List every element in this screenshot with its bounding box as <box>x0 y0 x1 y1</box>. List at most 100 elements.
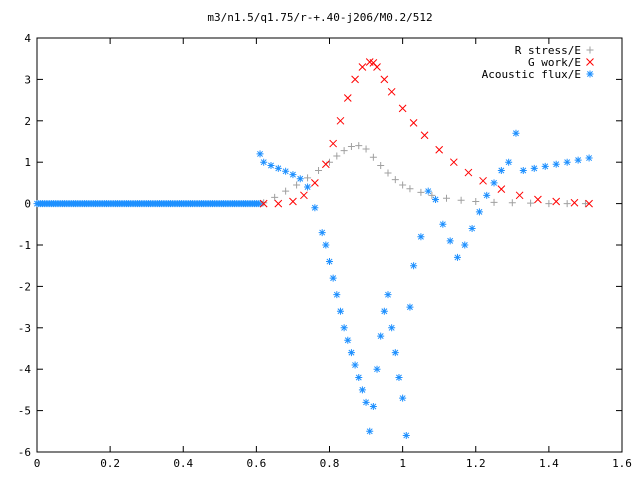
acoustic-flux-e-point <box>475 208 483 216</box>
g-work-e-point <box>387 87 396 96</box>
legend-marker <box>586 46 594 54</box>
r-stress-e-point <box>377 162 385 170</box>
r-stress-e-point <box>472 198 480 206</box>
acoustic-flux-e-point <box>267 162 275 170</box>
acoustic-flux-e-point <box>453 253 461 261</box>
acoustic-flux-e-point <box>391 349 399 357</box>
acoustic-flux-e-point <box>329 274 337 282</box>
g-work-e-point <box>552 197 561 206</box>
g-work-e-point <box>289 197 297 206</box>
series-r-stress-e <box>260 142 589 208</box>
legend-label: Acoustic flux/E <box>482 68 581 81</box>
acoustic-flux-e-point <box>274 164 282 172</box>
g-work-e-point <box>259 199 268 208</box>
g-work-e-point <box>497 185 506 193</box>
x-tick-label: 1.2 <box>466 457 486 470</box>
legend-marker <box>586 70 594 78</box>
r-stress-e-point <box>347 142 355 150</box>
acoustic-flux-e-point <box>432 195 440 203</box>
acoustic-flux-e-point <box>530 164 538 172</box>
acoustic-flux-e-point <box>505 158 513 166</box>
r-stress-e-point <box>391 176 399 184</box>
acoustic-flux-e-point <box>406 303 414 311</box>
x-tick-label: 0.4 <box>173 457 193 470</box>
x-tick-label: 0.6 <box>246 457 266 470</box>
legend-label: G work/E <box>528 56 581 69</box>
series-layer <box>33 58 593 439</box>
acoustic-flux-e-point <box>347 349 355 357</box>
x-tick-label: 1.6 <box>612 457 632 470</box>
y-tick-label: -5 <box>18 405 31 418</box>
r-stress-e-point <box>399 181 407 189</box>
y-tick-label: 0 <box>24 198 31 211</box>
acoustic-flux-e-point <box>256 150 264 158</box>
x-tick-label: 0.8 <box>320 457 340 470</box>
acoustic-flux-e-point <box>260 158 268 166</box>
x-tick-label: 0.2 <box>100 457 120 470</box>
g-work-e-point <box>570 198 579 207</box>
r-stress-e-point <box>369 153 377 161</box>
g-work-e-point <box>343 94 352 102</box>
chart-title: m3/n1.5/q1.75/r-+.40-j206/M0.2/512 <box>207 11 432 24</box>
y-tick-label: -1 <box>18 239 31 252</box>
acoustic-flux-e-point <box>355 373 363 381</box>
g-work-e-point <box>274 199 283 208</box>
acoustic-flux-e-point <box>326 258 333 266</box>
acoustic-flux-e-point <box>296 175 304 183</box>
acoustic-flux-e-point <box>483 191 491 199</box>
g-work-e-point <box>585 199 593 208</box>
g-work-e-point <box>336 116 345 125</box>
acoustic-flux-e-point <box>402 431 410 439</box>
acoustic-flux-e-point <box>512 129 520 137</box>
r-stress-e-point <box>527 199 535 207</box>
acoustic-flux-baseline <box>33 200 264 208</box>
y-tick-label: -4 <box>18 363 32 376</box>
acoustic-flux-e-point <box>369 402 377 410</box>
acoustic-flux-point <box>256 200 264 208</box>
r-stress-e-point <box>508 199 516 207</box>
g-work-e-point <box>358 63 367 71</box>
acoustic-flux-e-point <box>461 241 469 249</box>
g-work-e-point <box>515 191 524 200</box>
acoustic-flux-e-point <box>497 166 505 174</box>
r-stress-e-point <box>490 198 498 206</box>
r-stress-e-point <box>384 169 392 177</box>
r-stress-e-point <box>282 187 290 195</box>
r-stress-e-point <box>293 181 301 189</box>
y-tick-label: -6 <box>18 446 31 459</box>
x-tick-label: 1 <box>399 457 406 470</box>
g-work-e-point <box>409 119 418 127</box>
series-acoustic-flux-e <box>256 129 593 439</box>
g-work-e-point <box>373 63 381 71</box>
x-tick-label: 0 <box>34 457 41 470</box>
acoustic-flux-e-point <box>490 179 498 187</box>
acoustic-flux-e-point <box>377 332 385 340</box>
acoustic-flux-e-point <box>552 160 560 168</box>
acoustic-flux-e-point <box>289 171 297 179</box>
acoustic-flux-e-point <box>318 229 326 237</box>
acoustic-flux-e-point <box>399 394 407 402</box>
series-g-work-e <box>259 58 593 208</box>
g-work-e-point <box>435 145 444 154</box>
g-work-e-point <box>420 131 429 140</box>
acoustic-flux-e-point <box>380 307 388 315</box>
r-stress-e-point <box>333 152 341 160</box>
y-tick-label: -3 <box>18 322 31 335</box>
r-stress-e-point <box>304 174 312 182</box>
acoustic-flux-e-point <box>311 204 319 212</box>
y-tick-label: -2 <box>18 280 31 293</box>
g-work-e-point <box>351 75 359 84</box>
r-stress-e-point <box>581 200 589 208</box>
acoustic-flux-e-point <box>439 220 447 228</box>
acoustic-flux-e-point <box>563 158 571 166</box>
g-work-e-point <box>300 191 308 200</box>
acoustic-flux-e-point <box>519 166 527 174</box>
r-stress-e-point <box>355 142 363 150</box>
acoustic-flux-e-point <box>574 156 582 164</box>
acoustic-flux-e-point <box>358 386 366 394</box>
g-work-e-point <box>321 160 330 169</box>
y-tick-label: 1 <box>24 156 31 169</box>
r-stress-e-point <box>545 200 553 208</box>
g-work-e-point <box>329 139 338 148</box>
